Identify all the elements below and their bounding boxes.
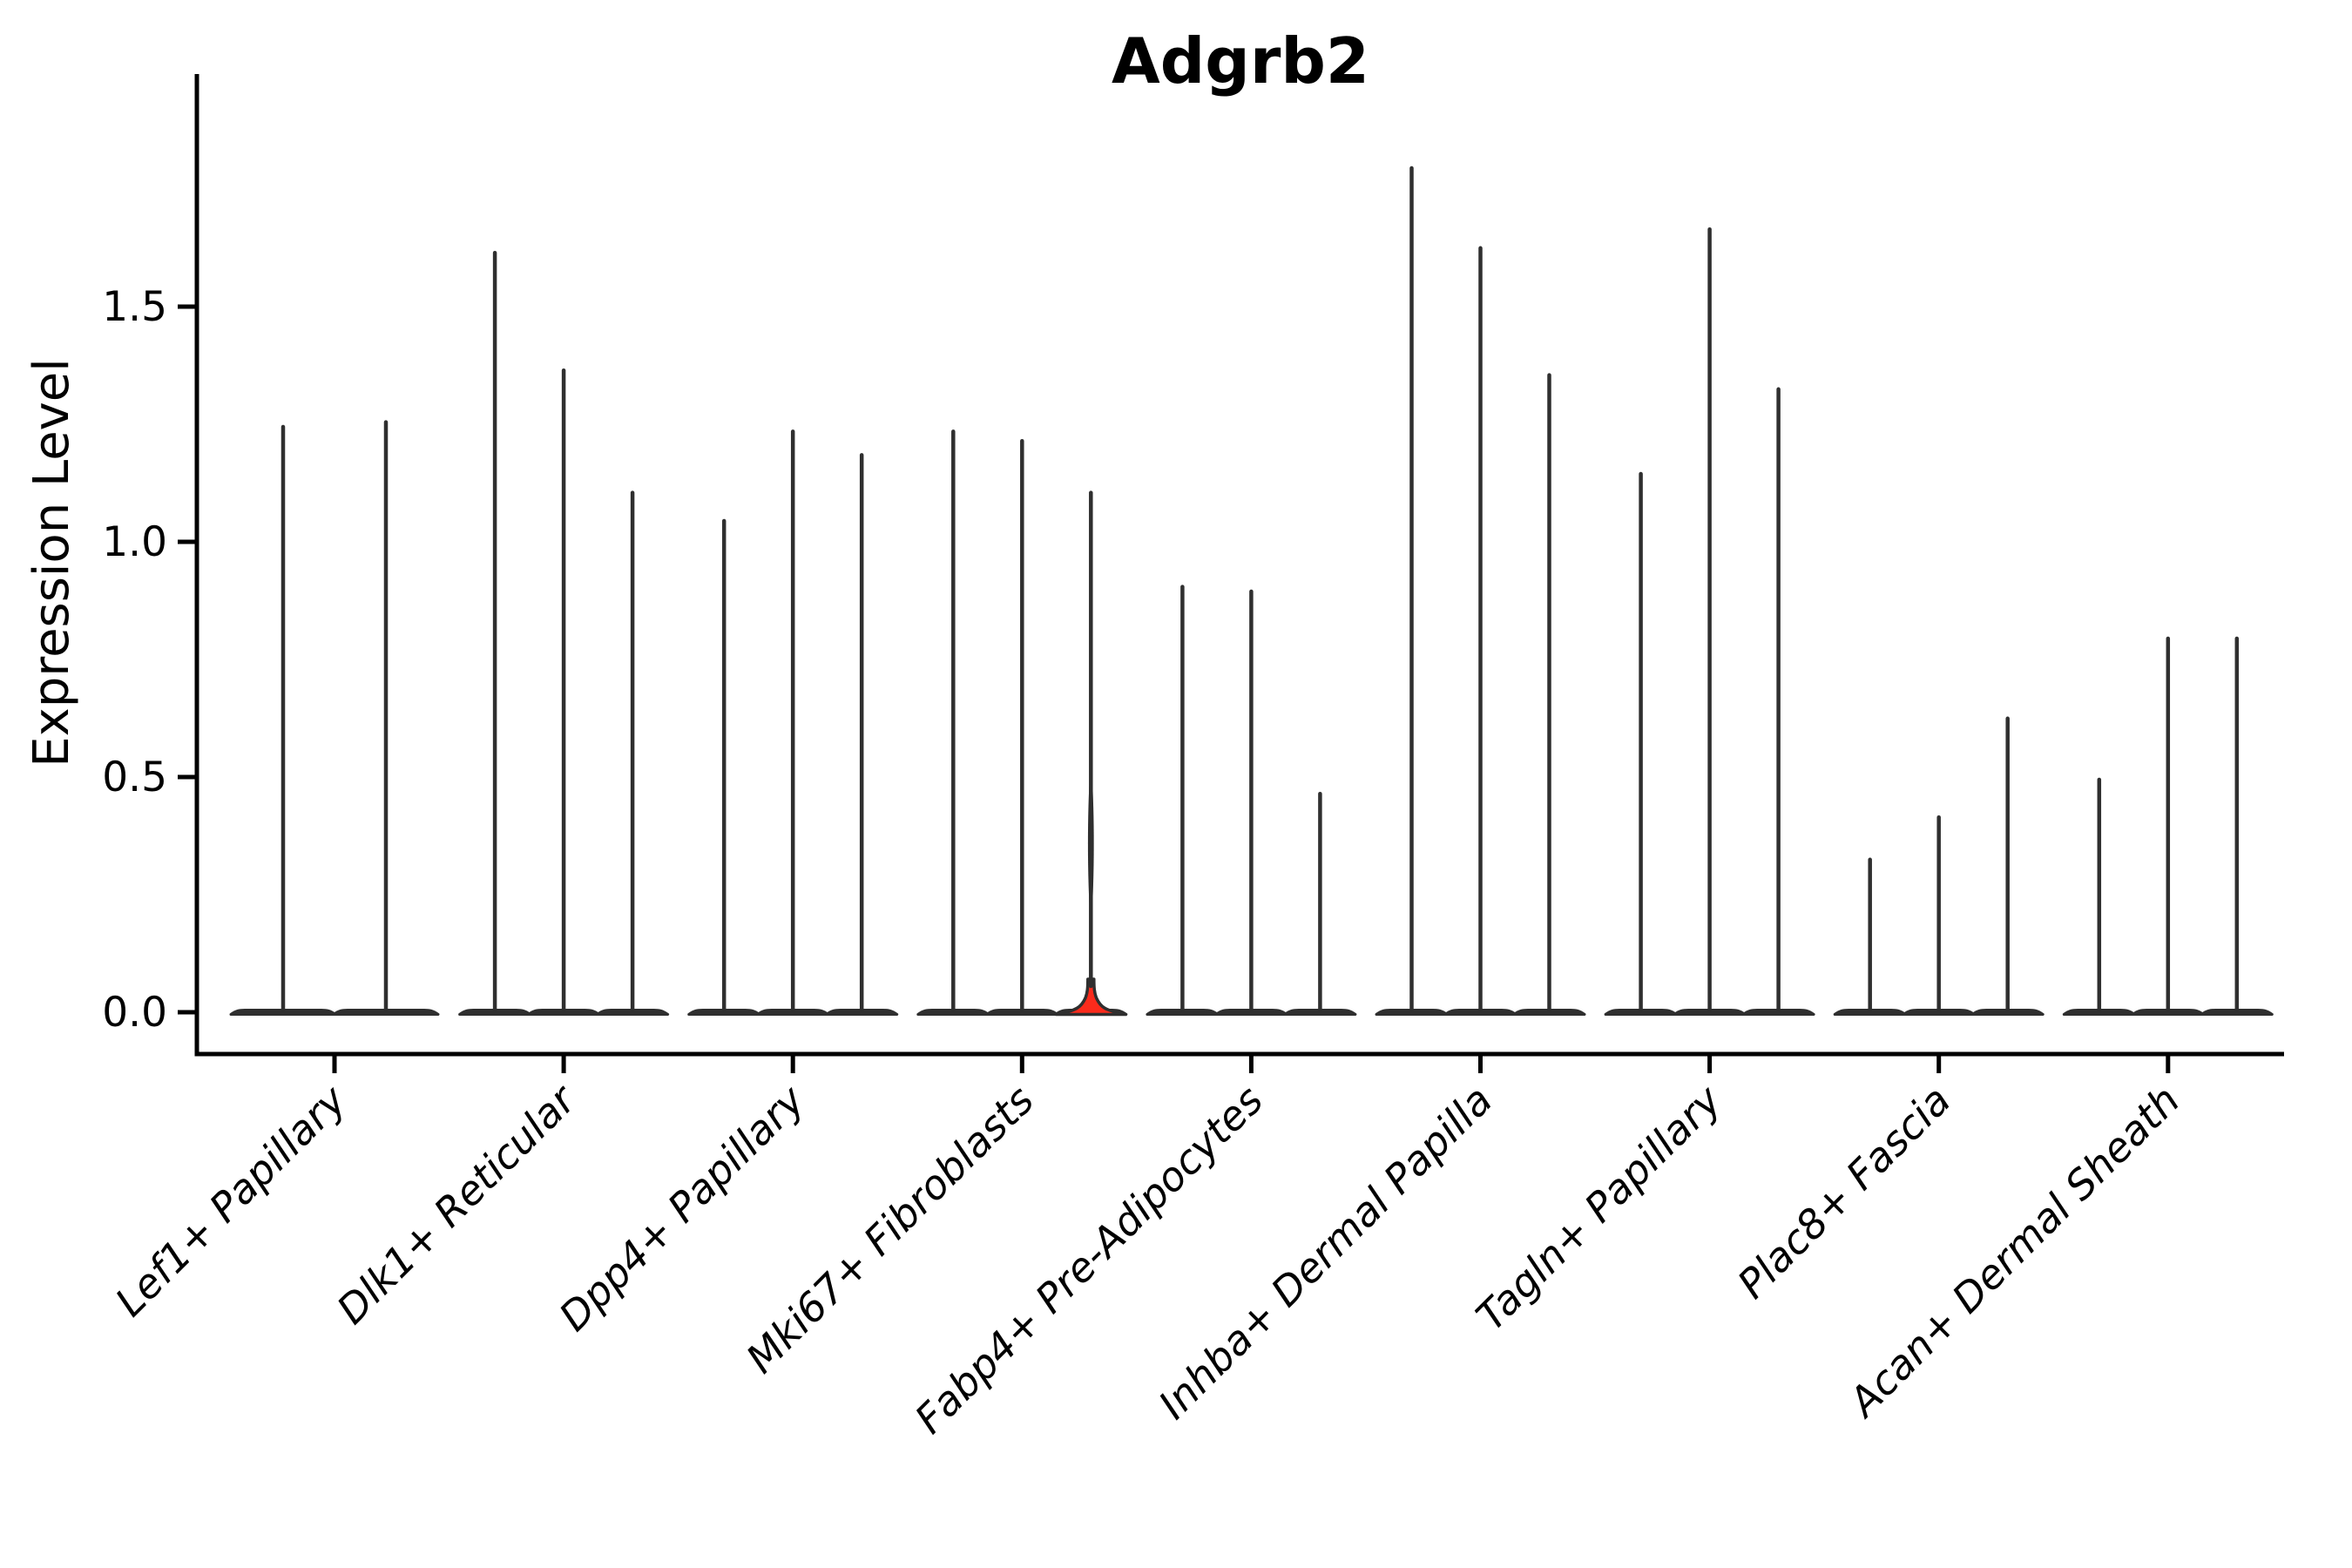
violin-base	[2062, 1009, 2136, 1016]
y-axis-label: Expression Level	[24, 358, 80, 767]
violin-base	[1214, 1009, 1288, 1016]
x-category-label: Dlk1+ Reticular	[328, 1074, 586, 1333]
violin-base	[1604, 1009, 1678, 1016]
violin-base	[229, 1009, 337, 1016]
violin-base	[1375, 1009, 1449, 1016]
violin-base	[1512, 1009, 1586, 1016]
chart-title: Adgrb2	[1112, 24, 1369, 98]
y-tick-label: 0.0	[102, 989, 167, 1037]
violin-base	[756, 1009, 830, 1016]
x-category-label: Tagln+ Papillary	[1467, 1076, 1731, 1340]
x-category-label: Dpp4+ Papillary	[550, 1076, 814, 1340]
violin-base	[1443, 1009, 1517, 1016]
y-tick-label: 0.5	[102, 754, 167, 801]
violins-layer	[229, 166, 2274, 1017]
x-category-label: Lef1+ Papillary	[106, 1076, 355, 1325]
violin-base	[2131, 1009, 2205, 1016]
violin-base	[1902, 1009, 1976, 1016]
violin-base	[687, 1009, 761, 1016]
violin-base	[596, 1009, 670, 1016]
labels-layer: Adgrb2 Expression Level 0.0 0.5 1.0 1.5 Lef1…	[24, 24, 2189, 1443]
violin-base	[1833, 1009, 1907, 1016]
violin-base	[458, 1009, 532, 1016]
violin-base	[1741, 1009, 1815, 1016]
violin-base	[916, 1009, 990, 1016]
violin-base	[527, 1009, 601, 1016]
violin-base	[825, 1009, 899, 1016]
violin-base	[1970, 1009, 2044, 1016]
y-tick-label: 1.0	[102, 518, 167, 566]
axes-layer	[178, 74, 2284, 1073]
violin-base	[2200, 1009, 2274, 1016]
violin-base	[1146, 1009, 1220, 1016]
violin-base	[332, 1009, 440, 1016]
y-tick-label: 1.5	[102, 283, 167, 331]
violin-base	[1283, 1009, 1357, 1016]
violin-base	[1673, 1009, 1747, 1016]
violin-base	[985, 1009, 1059, 1016]
violin-highlight-body	[1054, 977, 1128, 1017]
x-category-label: Plac8+ Fascia	[1728, 1077, 1959, 1308]
